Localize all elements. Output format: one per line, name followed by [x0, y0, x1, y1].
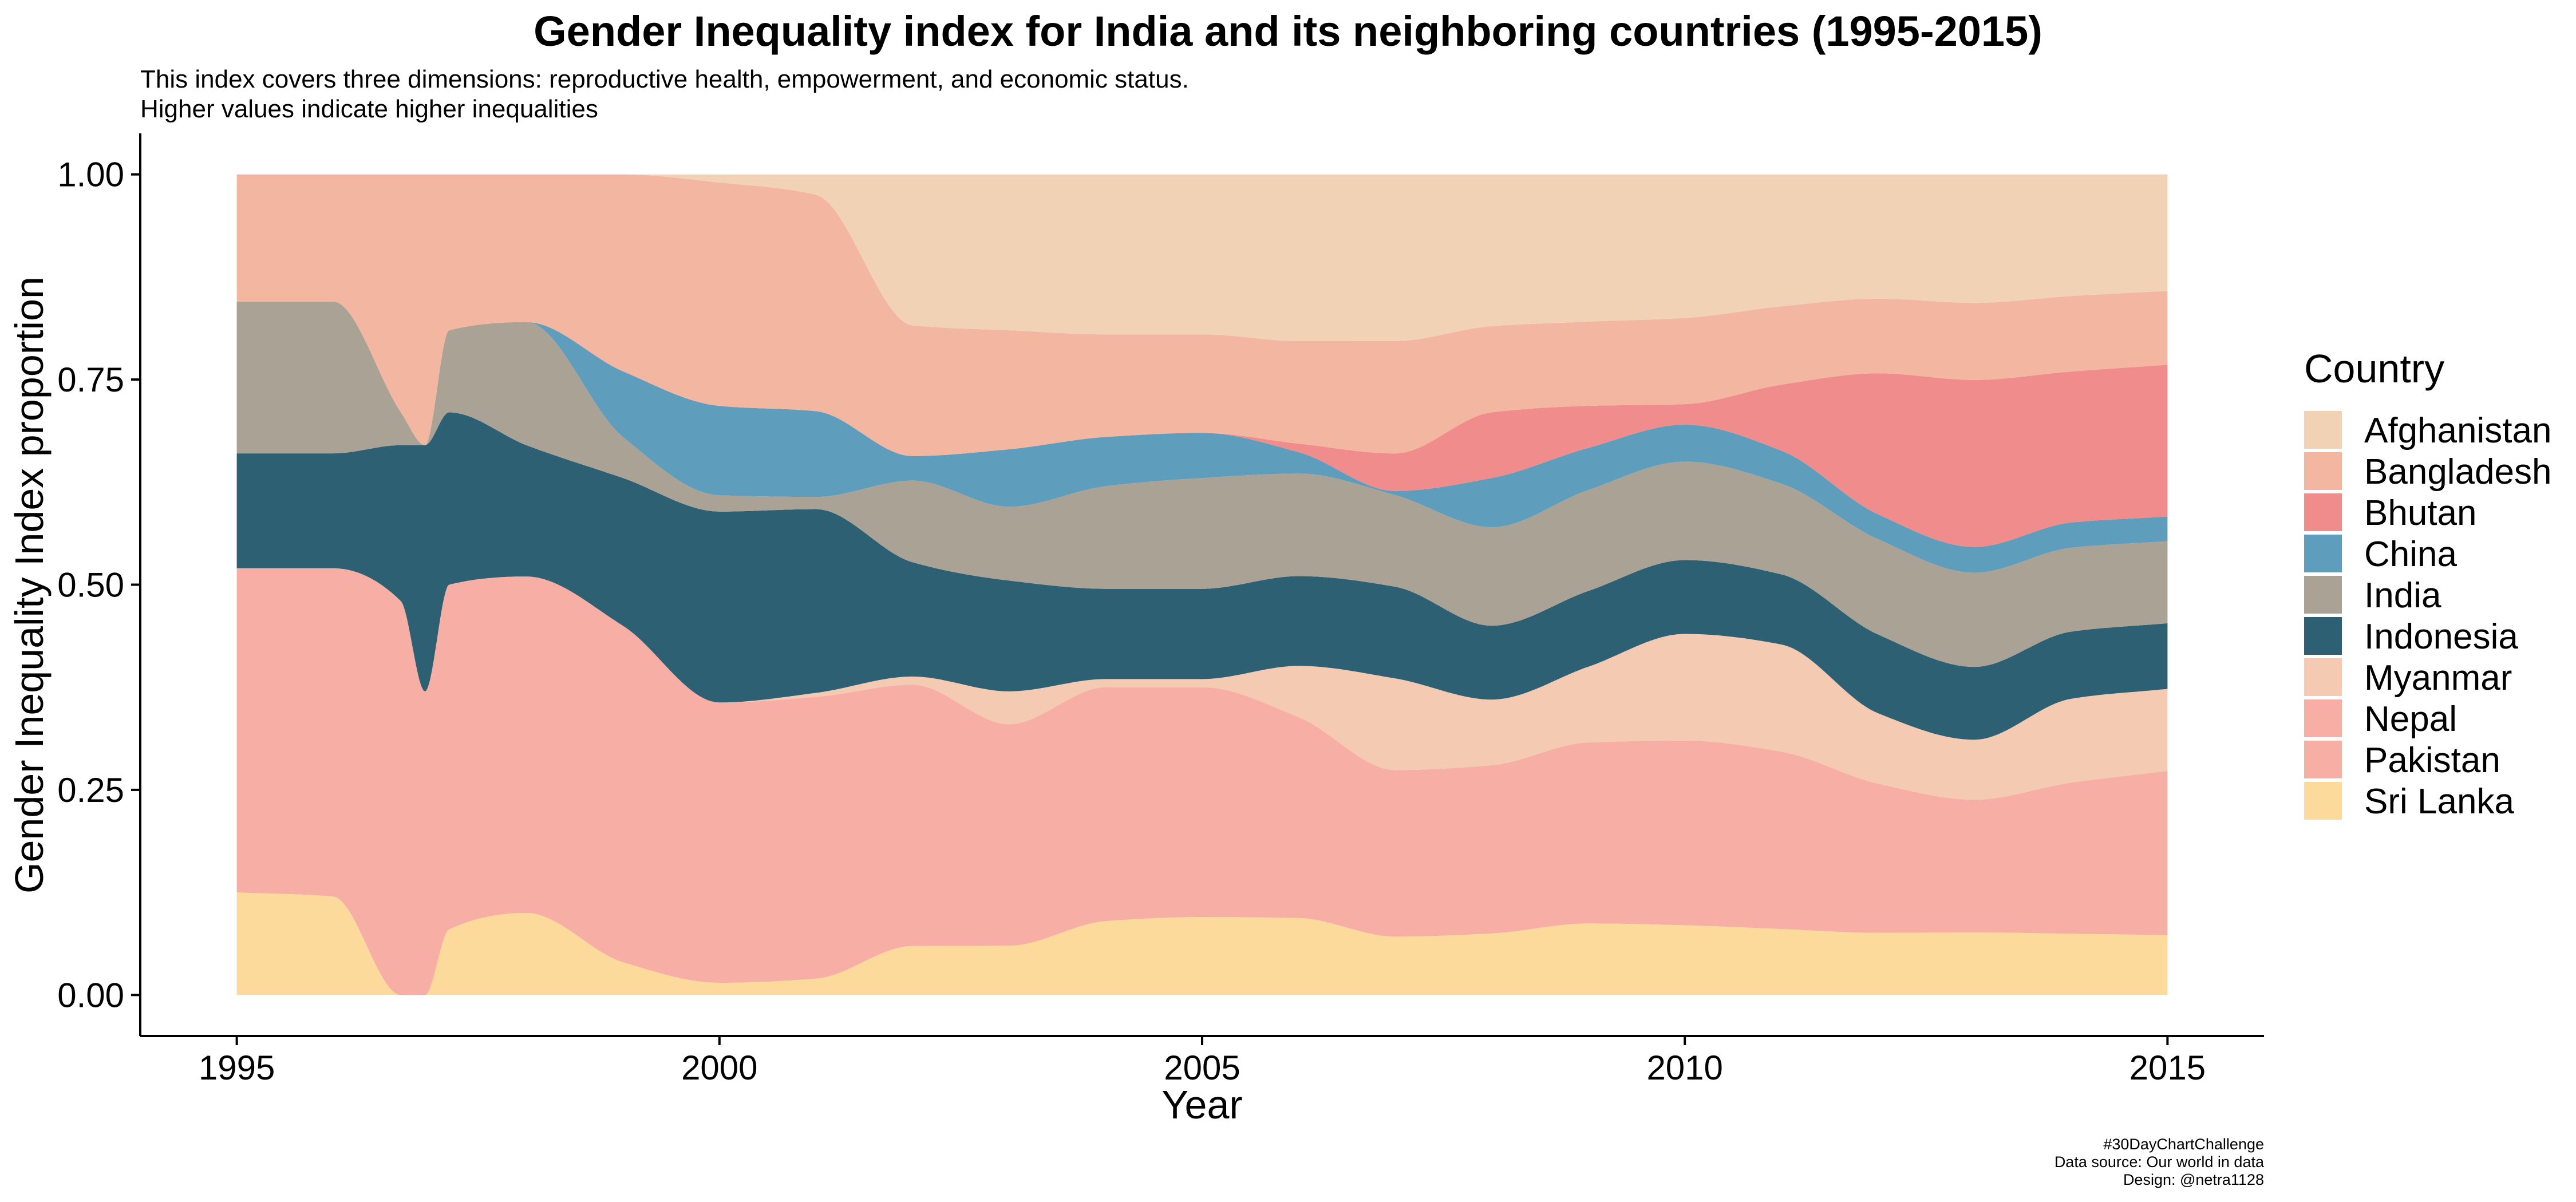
caption-line-1: #30DayChartChallenge [2103, 1136, 2264, 1153]
y-axis-ticks: 0.00 0.25 0.50 0.75 1.00 [57, 156, 140, 1014]
area-sri-lanka [236, 892, 2168, 995]
legend-label-afghanistan: Afghanistan [2364, 411, 2551, 450]
legend-label-india: India [2364, 576, 2441, 615]
chart-subtitle-line-1: This index covers three dimensions: repr… [140, 65, 1189, 93]
legend-swatch-myanmar [2304, 658, 2342, 696]
legend-label-bangladesh: Bangladesh [2364, 452, 2552, 492]
area-pakistan [236, 568, 2168, 995]
area-india [236, 301, 2168, 667]
legend-label-nepal: Nepal [2364, 699, 2457, 739]
y-tick-label: 0.75 [57, 361, 124, 399]
legend-swatch-bhutan [2304, 493, 2342, 531]
legend-label-myanmar: Myanmar [2364, 658, 2512, 698]
y-tick-label: 0.25 [57, 771, 124, 809]
area-layer [236, 174, 2168, 995]
area-indonesia [236, 412, 2168, 740]
area-bhutan [236, 301, 2168, 547]
caption-line-2: Data source: Our world in data [2055, 1153, 2265, 1171]
y-tick-label: 0.00 [57, 976, 124, 1014]
legend-swatch-bangladesh [2304, 452, 2342, 490]
area-myanmar [236, 568, 2168, 800]
x-tick-label: 2000 [681, 1049, 757, 1087]
legend-swatch-india [2304, 576, 2342, 614]
caption-line-3: Design: @netra1128 [2123, 1171, 2264, 1188]
legend: AfghanistanBangladeshBhutanChinaIndiaInd… [2304, 411, 2552, 821]
x-tick-label: 2015 [2129, 1049, 2206, 1087]
legend-label-indonesia: Indonesia [2364, 617, 2518, 657]
legend-swatch-pakistan [2304, 741, 2342, 778]
legend-label-china: China [2364, 535, 2458, 574]
legend-swatch-sri-lanka [2304, 782, 2342, 820]
legend-label-pakistan: Pakistan [2364, 741, 2500, 780]
x-axis-title: Year [1161, 1082, 1242, 1127]
legend-swatch-afghanistan [2304, 411, 2342, 449]
legend-swatch-indonesia [2304, 617, 2342, 655]
y-axis-title: Gender Inequality Index proportion [7, 276, 52, 893]
x-tick-label: 2010 [1646, 1049, 1722, 1087]
area-afghanistan [236, 174, 2168, 341]
y-tick-label: 0.50 [57, 566, 124, 604]
legend-swatch-china [2304, 535, 2342, 572]
x-axis-ticks: 1995 2000 2005 2010 2015 [199, 1036, 2206, 1087]
area-bangladesh [236, 174, 2168, 456]
legend-swatch-nepal [2304, 699, 2342, 737]
x-tick-label: 1995 [199, 1049, 275, 1087]
legend-title: Country [2304, 346, 2444, 391]
legend-label-bhutan: Bhutan [2364, 493, 2477, 533]
chart-subtitle-line-2: Higher values indicate higher inequaliti… [140, 95, 598, 123]
chart-title: Gender Inequality index for India and it… [534, 7, 2042, 55]
x-tick-label: 2005 [1164, 1049, 1240, 1087]
legend-label-sri-lanka: Sri Lanka [2364, 782, 2514, 821]
y-tick-label: 1.00 [57, 156, 124, 194]
area-china [236, 301, 2168, 573]
